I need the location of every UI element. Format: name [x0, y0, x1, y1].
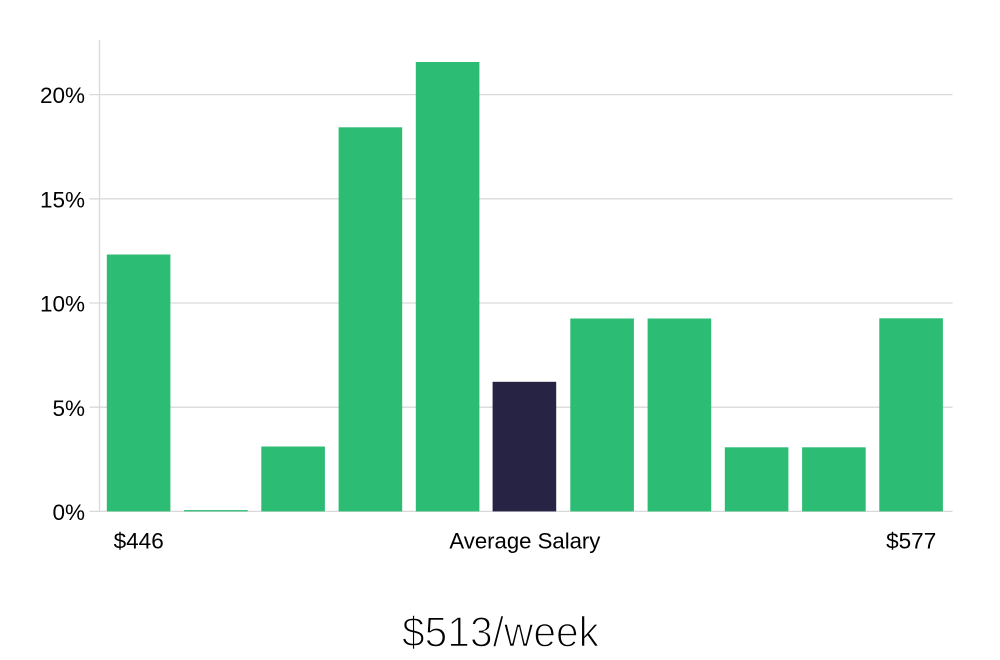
- svg-text:5%: 5%: [52, 396, 85, 421]
- svg-text:Average Salary: Average Salary: [449, 528, 601, 553]
- svg-text:$446: $446: [114, 528, 164, 553]
- svg-text:$513/week: $513/week: [402, 609, 599, 657]
- svg-text:15%: 15%: [40, 187, 85, 212]
- svg-text:20%: 20%: [40, 83, 85, 108]
- svg-text:10%: 10%: [40, 292, 85, 317]
- svg-text:$577: $577: [886, 528, 936, 553]
- svg-text:0%: 0%: [52, 500, 85, 525]
